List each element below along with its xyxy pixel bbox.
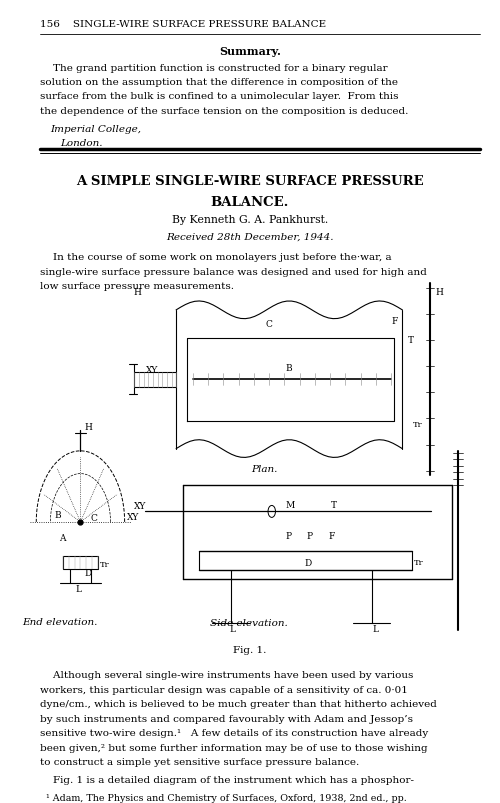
Bar xyxy=(63,556,98,570)
Text: P: P xyxy=(285,531,292,540)
Text: F: F xyxy=(328,531,335,540)
Text: been given,² but some further information may be of use to those wishing: been given,² but some further informatio… xyxy=(40,743,428,752)
Text: The grand partition function is constructed for a binary regular: The grand partition function is construc… xyxy=(40,63,388,72)
Text: D: D xyxy=(84,569,92,577)
Text: B: B xyxy=(55,511,62,520)
Text: Received 28th December, 1944.: Received 28th December, 1944. xyxy=(166,233,334,242)
Text: by such instruments and compared favourably with Adam and Jessop’s: by such instruments and compared favoura… xyxy=(40,714,413,723)
Text: In the course of some work on monolayers just before the·war, a: In the course of some work on monolayers… xyxy=(40,253,392,262)
Text: XY: XY xyxy=(146,365,158,374)
Text: ¹ Adam, The Physics and Chemistry of Surfaces, Oxford, 1938, 2nd ed., pp.: ¹ Adam, The Physics and Chemistry of Sur… xyxy=(40,793,407,801)
Text: L: L xyxy=(229,624,235,633)
Text: sensitive two-wire design.¹   A few details of its construction have already: sensitive two-wire design.¹ A few detail… xyxy=(40,728,428,737)
Text: Side elevation.: Side elevation. xyxy=(210,618,288,627)
Text: Tr: Tr xyxy=(414,421,423,429)
Text: T: T xyxy=(331,500,337,509)
Text: XY: XY xyxy=(127,512,139,521)
Text: End elevation.: End elevation. xyxy=(22,617,98,626)
Text: London.: London. xyxy=(60,139,102,148)
Text: 156    SINGLE-WIRE SURFACE PRESSURE BALANCE: 156 SINGLE-WIRE SURFACE PRESSURE BALANCE xyxy=(40,20,326,29)
Text: C: C xyxy=(266,320,272,328)
Text: A SIMPLE SINGLE-WIRE SURFACE PRESSURE: A SIMPLE SINGLE-WIRE SURFACE PRESSURE xyxy=(76,175,424,188)
Text: C: C xyxy=(90,514,98,523)
Text: workers, this particular design was capable of a sensitivity of ca. 0·01: workers, this particular design was capa… xyxy=(40,685,408,694)
Text: L: L xyxy=(373,624,379,633)
Text: Tr: Tr xyxy=(100,560,110,568)
Text: A: A xyxy=(60,533,66,542)
Text: Fig. 1 is a detailed diagram of the instrument which has a phosphor-: Fig. 1 is a detailed diagram of the inst… xyxy=(40,775,414,784)
Text: B: B xyxy=(285,364,292,373)
Text: surface from the bulk is confined to a unimolecular layer.  From this: surface from the bulk is confined to a u… xyxy=(40,92,399,101)
Text: the dependence of the surface tension on the composition is deduced.: the dependence of the surface tension on… xyxy=(40,107,408,116)
Text: L: L xyxy=(76,584,82,593)
Text: P: P xyxy=(307,531,313,540)
Text: XY: XY xyxy=(134,501,146,510)
Text: Summary.: Summary. xyxy=(219,46,281,57)
Text: to construct a simple yet sensitive surface pressure balance.: to construct a simple yet sensitive surf… xyxy=(40,757,359,766)
Text: F: F xyxy=(391,316,398,326)
Text: H: H xyxy=(133,287,141,296)
Text: low surface pressure measurements.: low surface pressure measurements. xyxy=(40,282,234,291)
Text: dyne/cm., which is believed to be much greater than that hitherto achieved: dyne/cm., which is believed to be much g… xyxy=(40,699,437,708)
Text: H: H xyxy=(436,287,444,296)
Text: Tr: Tr xyxy=(414,558,424,566)
Text: D: D xyxy=(304,558,312,567)
Text: Imperial College,: Imperial College, xyxy=(50,124,141,133)
Text: BALANCE.: BALANCE. xyxy=(211,196,289,209)
Text: T: T xyxy=(408,336,414,344)
Text: H: H xyxy=(84,422,92,431)
Text: single-wire surface pressure balance was designed and used for high and: single-wire surface pressure balance was… xyxy=(40,267,427,276)
Text: Although several single-wire instruments have been used by various: Although several single-wire instruments… xyxy=(40,671,414,679)
Text: Fig. 1.: Fig. 1. xyxy=(234,645,266,654)
Text: By Kenneth G. A. Pankhurst.: By Kenneth G. A. Pankhurst. xyxy=(172,215,328,225)
Text: Plan.: Plan. xyxy=(252,464,278,473)
Text: solution on the assumption that the difference in composition of the: solution on the assumption that the diff… xyxy=(40,78,398,87)
Text: M: M xyxy=(285,500,294,509)
